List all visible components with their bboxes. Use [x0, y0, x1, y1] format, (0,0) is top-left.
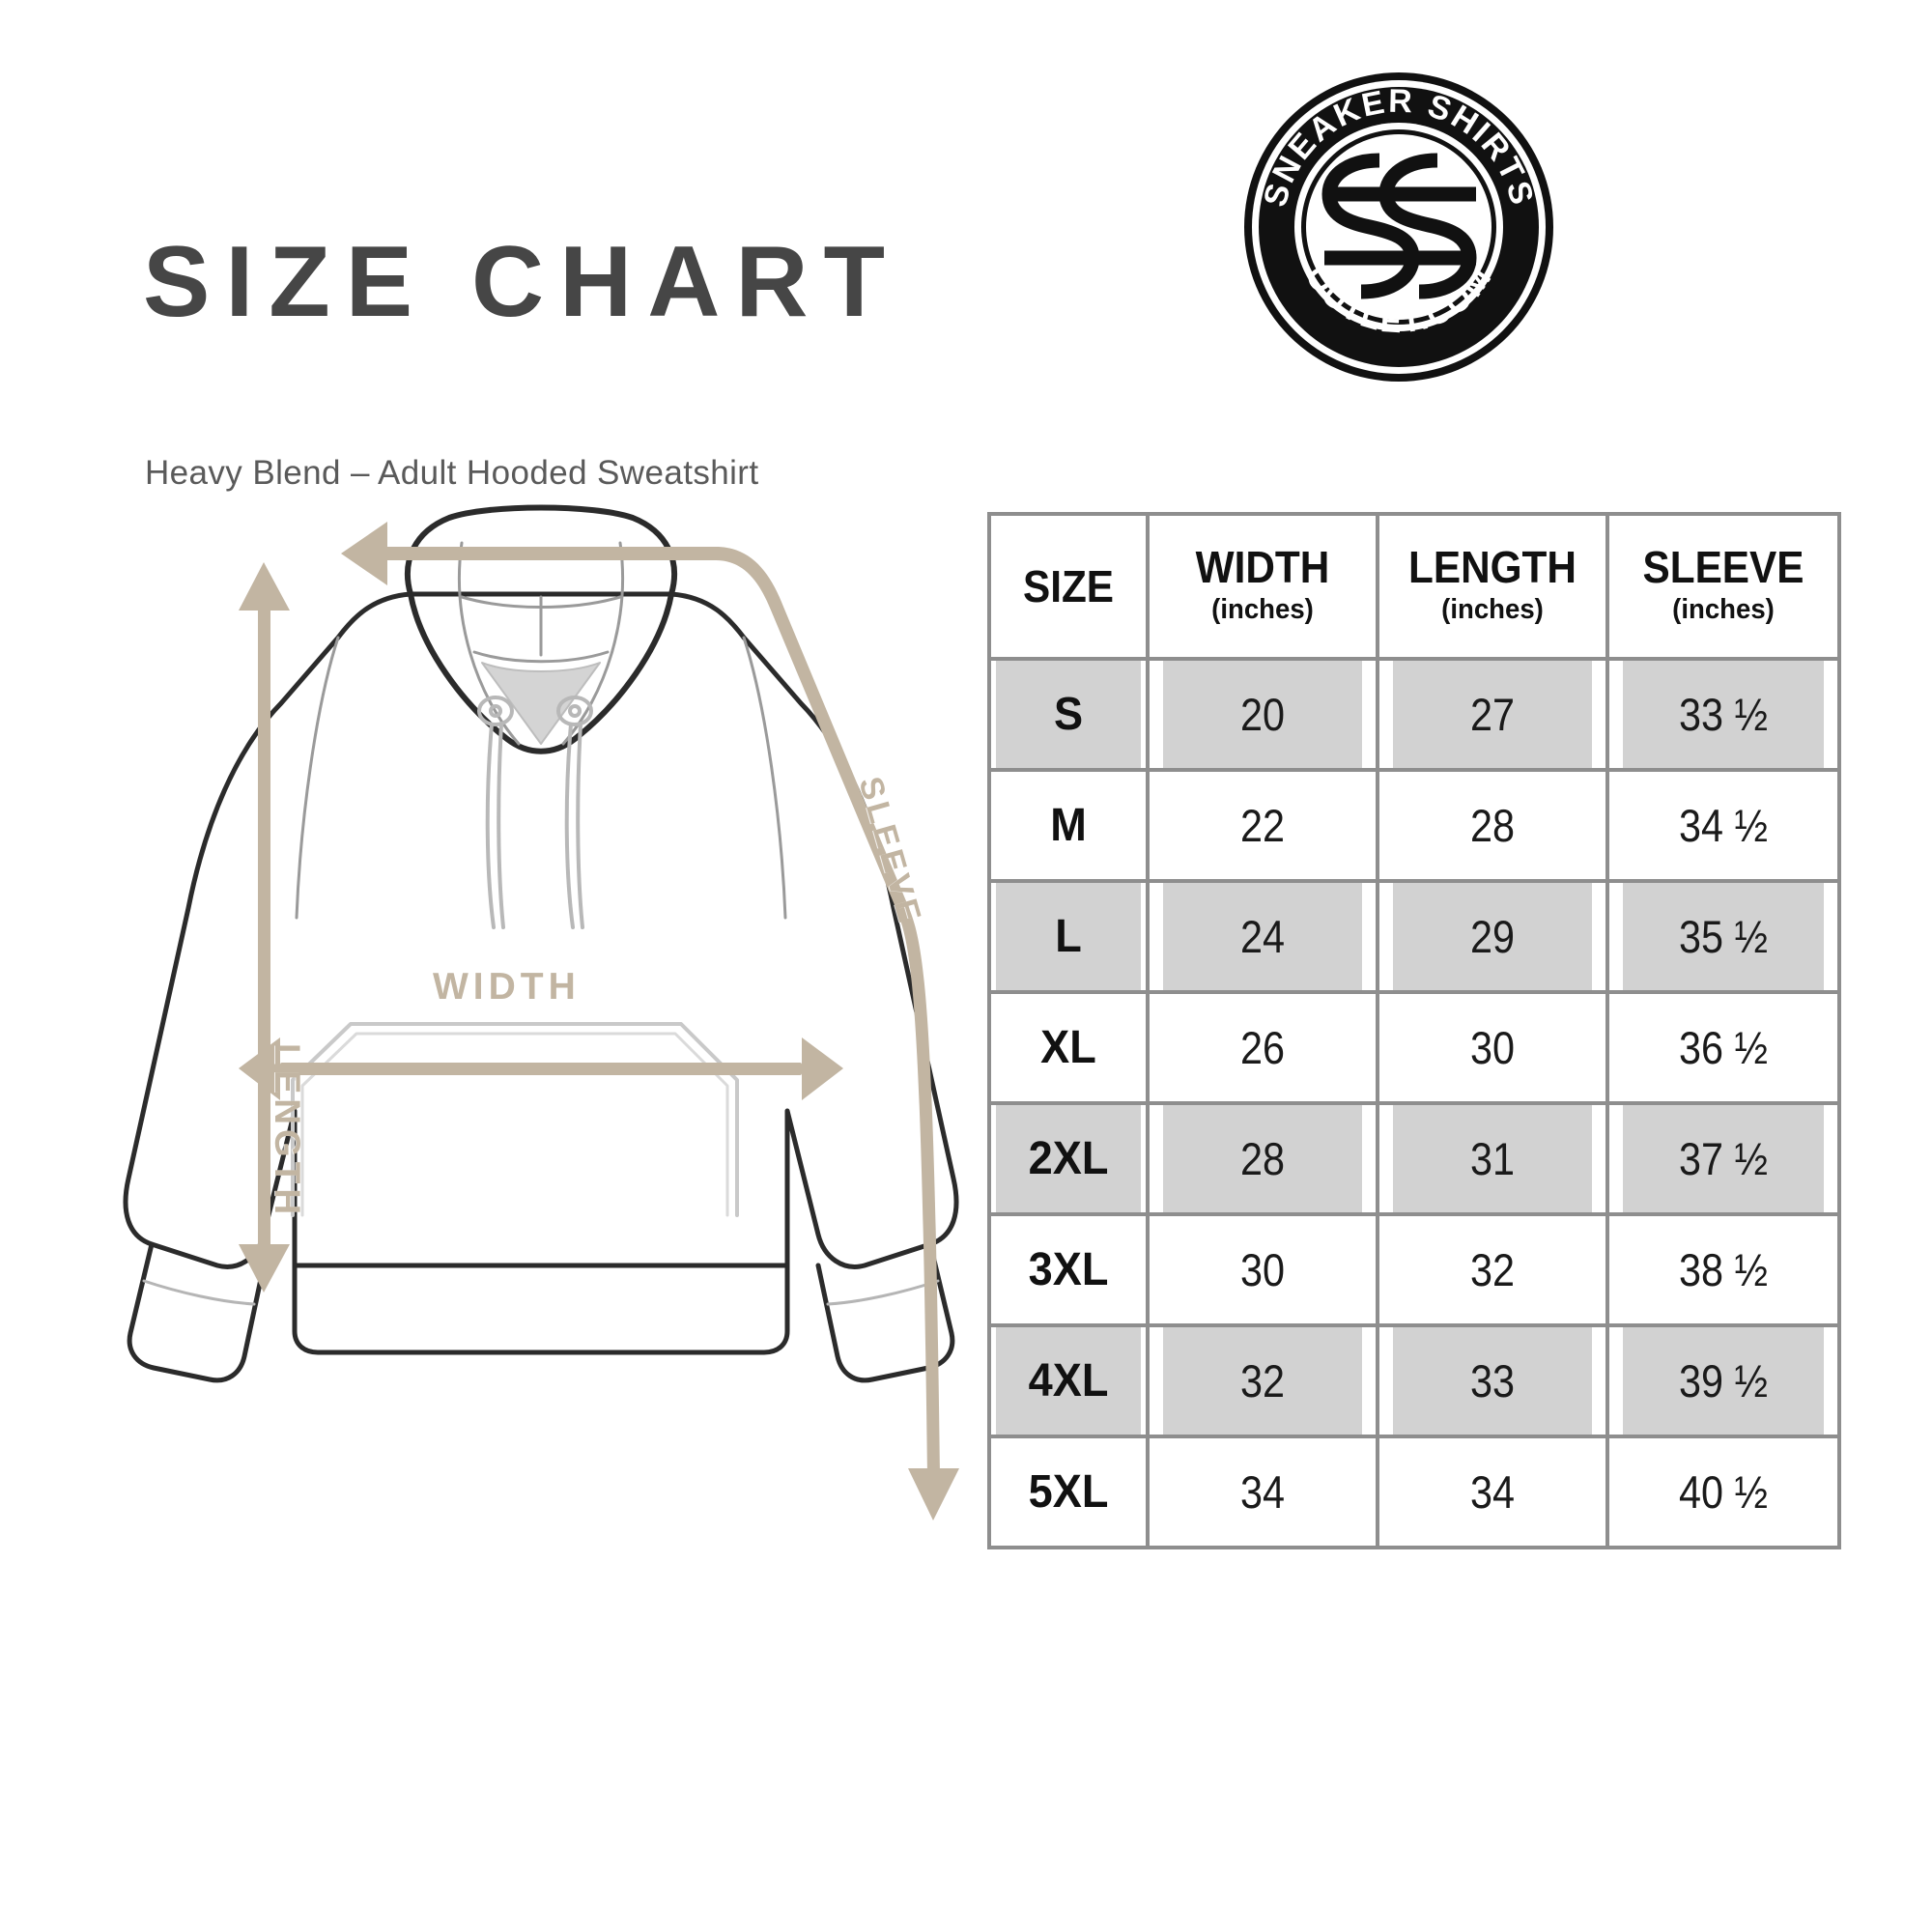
- cell-sleeve: 35 ½: [1619, 879, 1828, 994]
- table-row: 4XL 32 33 39 ½: [989, 1323, 1839, 1438]
- cell-width: 26: [1159, 990, 1366, 1105]
- brand-logo: SNEAKER SHIRTS OUTLET.COM: [1239, 68, 1558, 386]
- cell-size: 3XL: [992, 1212, 1145, 1327]
- cell-length: 28: [1389, 768, 1596, 883]
- col-header-sleeve: SLEEVE (inches): [1605, 512, 1841, 661]
- col-header-length-unit: (inches): [1441, 594, 1544, 626]
- col-header-size-main: SIZE: [1022, 560, 1115, 611]
- cell-size: XL: [992, 990, 1145, 1105]
- cell-length: 33: [1389, 1323, 1596, 1438]
- size-table-head: SIZE WIDTH (inches) LENGTH (inches) SLEE…: [987, 512, 1841, 661]
- page-title: SIZE CHART: [143, 226, 900, 338]
- cell-sleeve: 36 ½: [1619, 990, 1828, 1105]
- cell-length: 27: [1389, 657, 1596, 772]
- size-table-container: SIZE WIDTH (inches) LENGTH (inches) SLEE…: [987, 512, 1841, 1549]
- table-row: S 20 27 33 ½: [989, 657, 1839, 772]
- table-row: 2XL 28 31 37 ½: [989, 1101, 1839, 1216]
- cell-length: 31: [1389, 1101, 1596, 1216]
- table-row: M 22 28 34 ½: [989, 768, 1839, 883]
- col-header-sleeve-main: SLEEVE: [1642, 542, 1804, 593]
- hoodie-illustration: [92, 502, 990, 1555]
- table-row: XL 26 30 36 ½: [989, 990, 1839, 1105]
- cell-size: 4XL: [992, 1323, 1145, 1438]
- col-header-width-unit: (inches): [1211, 594, 1314, 626]
- cell-length: 30: [1389, 990, 1596, 1105]
- col-header-width-main: WIDTH: [1195, 542, 1330, 593]
- table-row: 3XL 30 32 38 ½: [989, 1212, 1839, 1327]
- cell-sleeve: 34 ½: [1619, 768, 1828, 883]
- cell-width: 24: [1159, 879, 1366, 994]
- cell-size: M: [992, 768, 1145, 883]
- cell-size: L: [992, 879, 1145, 994]
- cell-size: 5XL: [992, 1435, 1145, 1549]
- col-header-length: LENGTH (inches): [1376, 512, 1609, 661]
- measurement-arrows: [239, 522, 959, 1520]
- cell-sleeve: 37 ½: [1619, 1101, 1828, 1216]
- cell-width: 20: [1159, 657, 1366, 772]
- col-header-width: WIDTH (inches): [1146, 512, 1379, 661]
- table-row: 5XL 34 34 40 ½: [989, 1435, 1839, 1549]
- cell-sleeve: 33 ½: [1619, 657, 1828, 772]
- col-header-length-main: LENGTH: [1408, 542, 1577, 593]
- col-header-size: SIZE: [987, 512, 1150, 661]
- cell-length: 34: [1389, 1435, 1596, 1549]
- cell-width: 34: [1159, 1435, 1366, 1549]
- cell-width: 28: [1159, 1101, 1366, 1216]
- cell-width: 32: [1159, 1323, 1366, 1438]
- cell-size: S: [992, 657, 1145, 772]
- cell-length: 32: [1389, 1212, 1596, 1327]
- cell-width: 22: [1159, 768, 1366, 883]
- page-subtitle: Heavy Blend – Adult Hooded Sweatshirt: [145, 454, 759, 492]
- cell-sleeve: 38 ½: [1619, 1212, 1828, 1327]
- cell-length: 29: [1389, 879, 1596, 994]
- width-measure-label: WIDTH: [433, 966, 581, 1008]
- col-header-sleeve-unit: (inches): [1672, 594, 1775, 626]
- length-measure-label: LENGTH: [268, 1043, 307, 1220]
- table-row: L 24 29 35 ½: [989, 879, 1839, 994]
- size-table: SIZE WIDTH (inches) LENGTH (inches) SLEE…: [987, 512, 1841, 1549]
- cell-width: 30: [1159, 1212, 1366, 1327]
- cell-sleeve: 39 ½: [1619, 1323, 1828, 1438]
- header-row: SIZE WIDTH (inches) LENGTH (inches) SLEE…: [987, 512, 1841, 661]
- cell-sleeve: 40 ½: [1619, 1435, 1828, 1549]
- size-table-body: S 20 27 33 ½ M 22 28 34 ½ L 24 29 35 ½ XL 26 30 36 ½ 2XL…: [989, 657, 1839, 1549]
- cell-size: 2XL: [992, 1101, 1145, 1216]
